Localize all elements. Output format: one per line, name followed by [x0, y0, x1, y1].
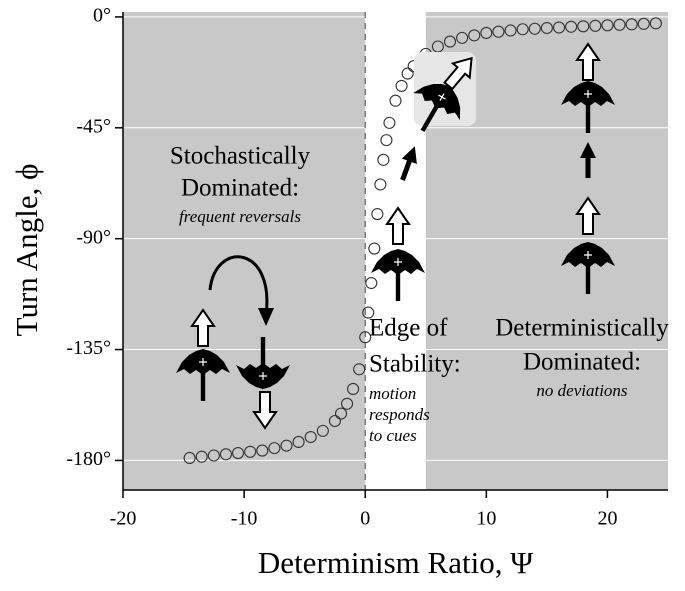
data-point [377, 153, 390, 166]
curved-arrow [208, 255, 269, 316]
data-point [480, 26, 493, 39]
data-point [613, 18, 626, 31]
x-tick-label: -10 [231, 508, 258, 530]
data-point [219, 448, 232, 461]
data-point [362, 306, 375, 319]
data-point [371, 207, 384, 221]
data-point [577, 20, 590, 33]
data-point [268, 442, 281, 455]
x-tick-label: 20 [597, 508, 617, 530]
data-point [232, 446, 245, 460]
data-point [565, 20, 578, 33]
y-axis-title: Turn Angle, ϕ [9, 164, 44, 337]
data-point [292, 435, 305, 449]
data-point [365, 276, 378, 290]
data-point [552, 21, 566, 34]
y-tick-label: 0° [93, 5, 111, 27]
x-axis-title: Determinism Ratio, Ψ [258, 545, 533, 580]
data-point [380, 134, 393, 147]
data-point [468, 29, 481, 42]
data-point [341, 397, 354, 410]
data-point [401, 67, 414, 80]
y-tick-label: -135° [66, 337, 111, 359]
data-point [649, 17, 662, 30]
data-point [637, 17, 650, 30]
annotation-title: Stochastically [170, 143, 311, 170]
y-tick-label: -45° [76, 115, 111, 137]
data-point [347, 382, 360, 396]
data-point [359, 331, 372, 344]
data-point [395, 79, 408, 92]
data-point [244, 445, 257, 458]
data-point [316, 424, 329, 437]
data-point [492, 25, 505, 38]
y-tick-label: -90° [76, 226, 111, 248]
data-point [280, 439, 293, 452]
annotation-title: Deterministically [495, 315, 669, 342]
data-point [256, 444, 269, 457]
data-point [383, 116, 396, 129]
annotation-note: to cues [369, 426, 417, 445]
data-point [443, 35, 457, 48]
illustrations [175, 43, 616, 429]
data-point [374, 178, 387, 191]
data-point [353, 363, 366, 376]
data-point [368, 242, 381, 255]
data-point [328, 414, 341, 428]
data-point [504, 24, 517, 37]
annotation-title: Dominated: [523, 349, 641, 376]
labels: 0° -45° -90° -135° -180° -20 -10 0 10 20 Determini… [9, 5, 669, 581]
data-point [207, 449, 220, 462]
data-point [389, 94, 402, 107]
data-point [183, 451, 196, 465]
data-point [195, 450, 208, 463]
data-point [625, 18, 638, 31]
data-point [304, 430, 317, 444]
data-point [431, 40, 444, 53]
data-point [334, 407, 348, 420]
annotation-title: Edge of [369, 315, 448, 342]
data-point [516, 23, 529, 36]
annotation-title: Stability: [369, 351, 461, 378]
annotation-note: motion [369, 384, 416, 403]
x-tick-label: -20 [110, 508, 137, 530]
y-tick-label: -180° [66, 448, 111, 470]
data-point [601, 19, 614, 32]
x-tick-label: 10 [476, 508, 496, 530]
data-point [456, 31, 469, 44]
x-tick-label: 0 [360, 508, 370, 530]
data-point [589, 19, 602, 32]
arrow-head [258, 308, 274, 326]
annotation-title: Dominated: [181, 175, 299, 202]
data-point [528, 22, 541, 35]
annotation-note: frequent reversals [179, 207, 301, 226]
annotation-note: responds [369, 405, 430, 424]
annotation-note: no deviations [536, 381, 628, 400]
data-point [540, 21, 553, 35]
